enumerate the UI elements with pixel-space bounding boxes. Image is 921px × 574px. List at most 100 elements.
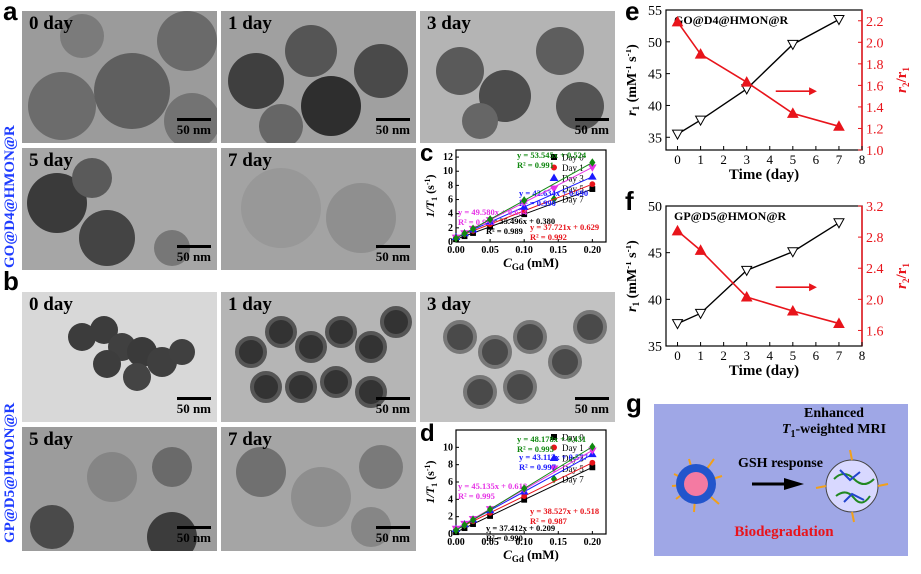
data-point: [487, 505, 494, 514]
y-tick-label: 10: [443, 442, 453, 453]
fit-r2: R² = 0.992: [530, 232, 567, 242]
legend-marker: [549, 453, 559, 461]
scale-bar: 50 nm: [375, 526, 410, 546]
y2-tick-label: 2.2: [866, 15, 884, 30]
y2-axis-label: r2/r1: [894, 67, 911, 93]
panel-label-a: a: [3, 0, 18, 26]
data-point: [589, 442, 596, 452]
y-axis-label: 1/T1 (s-1): [423, 174, 439, 217]
plot-frame: [455, 149, 607, 243]
x-tick-label: 6: [813, 152, 820, 167]
panel-label-f: f: [625, 186, 634, 216]
y2-tick-label: 1.2: [866, 122, 884, 137]
data-point: [589, 158, 596, 167]
legend-marker: [551, 444, 557, 451]
x-tick-label: 0.00: [447, 537, 465, 548]
x-tick-label: 2: [720, 348, 727, 363]
fit-r2: R² = 0.987: [530, 516, 568, 526]
tem-a-day3-image: [420, 11, 615, 143]
data-point-r2r1: [671, 224, 684, 236]
series-line-r1: [677, 222, 840, 325]
y-tick-label: 6: [448, 195, 453, 206]
y-axis-label: r1 (mM-1 s-1): [626, 44, 641, 116]
tem-a-day3: 3 day 50 nm: [420, 11, 615, 143]
biodegradation-label: Biodegradation: [734, 524, 834, 540]
chart-title: GO@D4@HMON@R: [674, 13, 788, 27]
arrow-icon: [784, 478, 804, 490]
x-axis-label: Time (day): [729, 167, 799, 183]
x-tick-label: 1: [697, 152, 704, 167]
tem-day-label: 1 day: [228, 294, 272, 315]
x-tick-label: 2: [720, 152, 727, 167]
legend-label: Day 1: [562, 163, 584, 173]
fit-r2: R² = 0.993: [458, 217, 495, 227]
tem-b-day5-image: [22, 427, 217, 551]
legend-label: Day 7: [562, 195, 584, 205]
x-tick-label: 0.15: [550, 537, 568, 548]
legend-label: Day 5: [562, 464, 584, 474]
data-point-r2r1: [833, 120, 845, 131]
x-tick-label: 0.05: [481, 245, 499, 256]
schematic-g: Enhanced T1-weighted MRI GSH response Bi…: [654, 404, 908, 556]
x-tick-label: 0.20: [584, 537, 602, 548]
y-tick-label: 12: [443, 152, 453, 163]
y2-tick-label: 2.0: [866, 293, 884, 308]
tem-b-day7-image: [221, 427, 416, 551]
data-point: [470, 515, 477, 525]
data-point-r2r1: [833, 317, 845, 328]
plot-frame: [665, 9, 863, 151]
y-axis-label: r1 (mM-1 s-1): [626, 240, 641, 312]
scale-bar: 50 nm: [176, 245, 211, 265]
y-axis-label: 1/T1 (s-1): [423, 460, 439, 503]
tem-day-label: 7 day: [228, 429, 272, 450]
scale-bar: 50 nm: [375, 397, 410, 417]
scale-bar: 50 nm: [375, 118, 410, 138]
side-label-b: GP@D5@HMON@R: [2, 402, 18, 543]
fit-r2: R² = 0.989: [486, 226, 523, 236]
y-tick-label: 4: [448, 209, 453, 220]
x-tick-label: 5: [790, 348, 797, 363]
x-tick-label: 7: [836, 348, 843, 363]
data-point: [589, 459, 596, 466]
x-axis-label: CGd (mM): [503, 547, 559, 564]
data-point: [589, 464, 596, 471]
fit-equation: y = 38.527x + 0.518: [530, 506, 599, 516]
y-tick-label: 55: [648, 4, 662, 19]
y2-tick-label: 1.8: [866, 58, 884, 73]
data-point-r2r1: [671, 15, 684, 27]
panel-label-c: c: [420, 140, 434, 167]
x-tick-label: 0.10: [515, 537, 533, 548]
x-tick-label: 4: [767, 152, 774, 167]
y-tick-label: 8: [448, 180, 453, 191]
tem-day-label: 1 day: [228, 13, 272, 34]
fit-equation: y = 35.496x + 0.380: [486, 216, 555, 226]
arrow-head: [809, 283, 817, 292]
x-tick-label: 0.20: [584, 245, 602, 256]
intact-nanoparticle-icon: [671, 458, 723, 513]
data-point: [588, 172, 597, 180]
scale-bar: 50 nm: [176, 397, 211, 417]
fit-r2: R² = 0.995: [517, 444, 554, 454]
y2-tick-label: 2.4: [866, 262, 884, 277]
fit-equation: y = 48.178x + 0.431: [517, 434, 586, 444]
data-point-r1: [833, 218, 845, 229]
x-tick-label: 3: [743, 348, 750, 363]
x-tick-label: 0.00: [447, 245, 465, 256]
y-tick-label: 40: [648, 293, 662, 308]
data-point-r2r1: [786, 304, 799, 316]
data-point-r1: [671, 319, 684, 330]
tem-b-day0-image: [22, 292, 217, 422]
data-point-r2r1: [694, 48, 707, 59]
panel-label-d: d: [420, 420, 435, 447]
x-tick-label: 6: [813, 348, 820, 363]
scale-bar: 50 nm: [574, 397, 609, 417]
scale-bar: 50 nm: [375, 245, 410, 265]
data-point: [521, 484, 528, 493]
fit-equation: y = 37.721x + 0.629: [530, 222, 599, 232]
tem-b-day7: 7 day 50 nm: [221, 427, 416, 551]
data-point-r1: [671, 129, 684, 141]
legend-marker: [551, 154, 557, 160]
legend-marker: [551, 434, 557, 440]
